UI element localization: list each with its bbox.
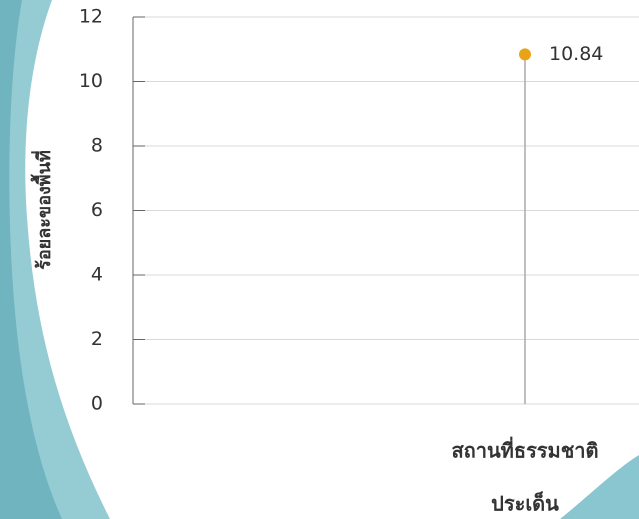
lollipop-dot (519, 48, 531, 61)
y-axis-title: ร้อยละของพื้นที่ (30, 150, 55, 270)
y-tick-label: 6 (91, 199, 103, 221)
x-tick-label: สถานที่ธรรมชาติ (451, 436, 598, 463)
y-tick-label: 10 (79, 70, 103, 92)
value-label: 10.84 (549, 43, 603, 65)
y-tick-label: 12 (79, 6, 103, 28)
y-tick-label: 8 (91, 135, 103, 157)
y-tick-label: 2 (91, 328, 103, 350)
y-tick-label: 0 (91, 393, 103, 415)
x-axis-title: ประเด็น (491, 491, 559, 516)
y-tick-label: 4 (91, 264, 103, 286)
